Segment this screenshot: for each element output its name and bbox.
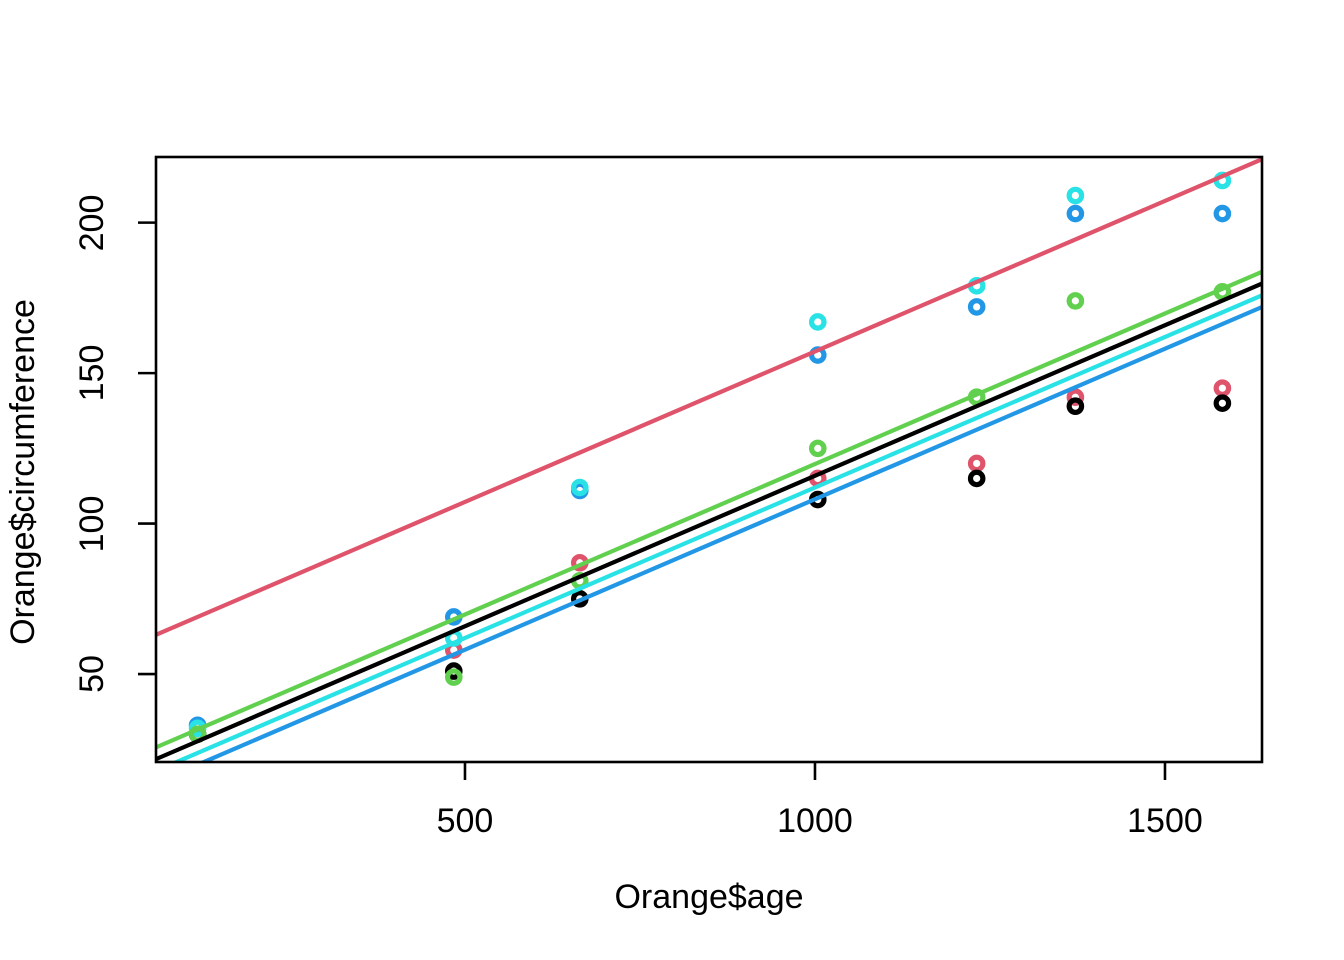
x-tick-label: 1000 [777,802,853,840]
y-tick-label: 100 [73,495,111,552]
x-axis-title: Orange$age [614,878,804,916]
green-fit-line [156,269,1262,750]
axis-tick-marks [138,221,1167,780]
data-point-cyan-series [808,313,827,331]
data-point-blue-series [967,298,986,316]
data-point-blue-series [1213,204,1232,223]
x-tick-label: 1500 [1127,802,1203,840]
data-point-cyan-series [1066,186,1085,205]
cyan-fit-line [171,293,1262,762]
blue-fit-line [198,305,1262,762]
black-fit-line [156,281,1262,762]
data-point-red-series [967,454,986,473]
data-layer [156,157,1262,762]
data-point-black-series [1066,397,1085,416]
data-point-red-series [1066,388,1085,406]
y-tick-label: 50 [73,655,111,694]
y-axis-title: Orange$circumference [4,299,42,645]
y-tick-label: 200 [73,194,111,251]
data-point-green-series [808,439,827,458]
data-point-cyan-series [570,478,589,497]
x-tick-label: 500 [436,802,494,840]
y-tick-label: 150 [73,344,111,402]
data-point-black-series [1213,394,1232,413]
red-fit-line [156,157,1262,637]
data-point-green-series [444,668,463,686]
data-point-red-series [1213,379,1232,397]
plot-box-border [154,155,1264,764]
data-point-green-series [1066,292,1085,310]
data-point-blue-series [1066,204,1085,223]
data-point-black-series [967,469,986,488]
